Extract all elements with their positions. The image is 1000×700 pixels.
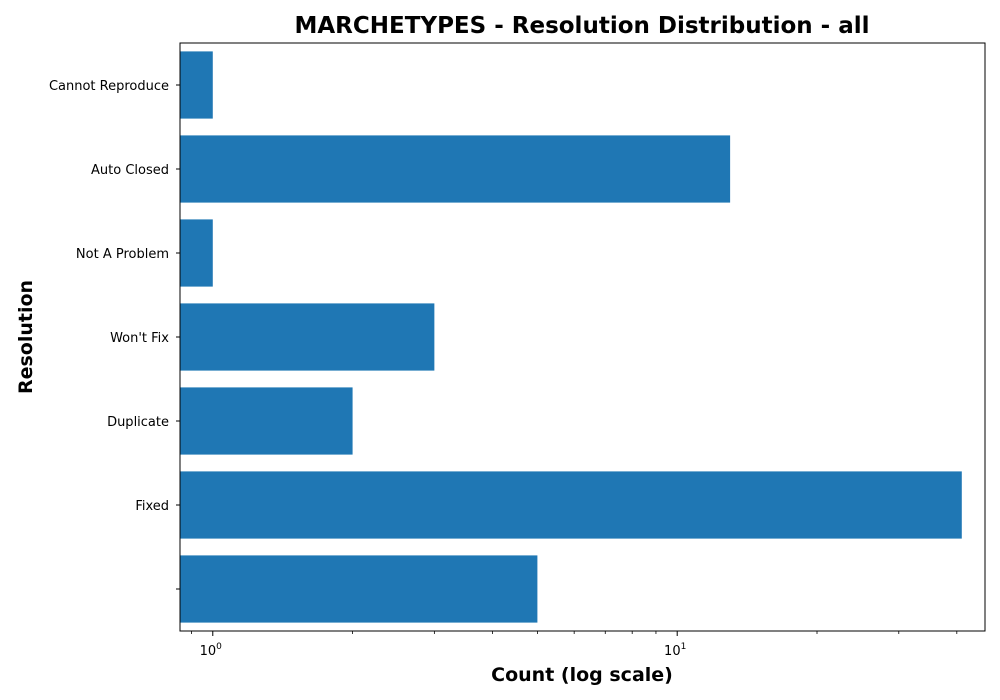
y-axis-label: Resolution — [15, 280, 37, 394]
bar-duplicate — [180, 387, 353, 455]
y-tick-label-cannot-reproduce: Cannot Reproduce — [49, 79, 169, 94]
bar-blank — [180, 555, 538, 623]
bar-fixed — [180, 471, 962, 539]
plot-area: Fixed Duplicate Won't Fix Not A Problem Auto… — [49, 42, 986, 659]
y-tick-label-won-t-fix: Won't Fix — [110, 331, 169, 346]
bar-cannot-reproduce — [180, 51, 213, 119]
y-tick-label-auto-closed: Auto Closed — [91, 163, 169, 178]
y-tick-label-duplicate: Duplicate — [107, 415, 169, 430]
bar-won-t-fix — [180, 303, 435, 371]
x-tick-label: 101 — [664, 642, 686, 659]
plot-frame — [179, 42, 986, 632]
chart-title: MARCHETYPES - Resolution Distribution - … — [294, 13, 869, 39]
y-tick-label-fixed: Fixed — [135, 499, 169, 514]
bar-auto-closed — [180, 135, 731, 203]
x-axis-label: Count (log scale) — [491, 664, 673, 686]
y-tick-label-not-a-problem: Not A Problem — [76, 247, 169, 262]
x-tick-label: 100 — [200, 642, 223, 659]
bar-not-a-problem — [180, 219, 213, 287]
